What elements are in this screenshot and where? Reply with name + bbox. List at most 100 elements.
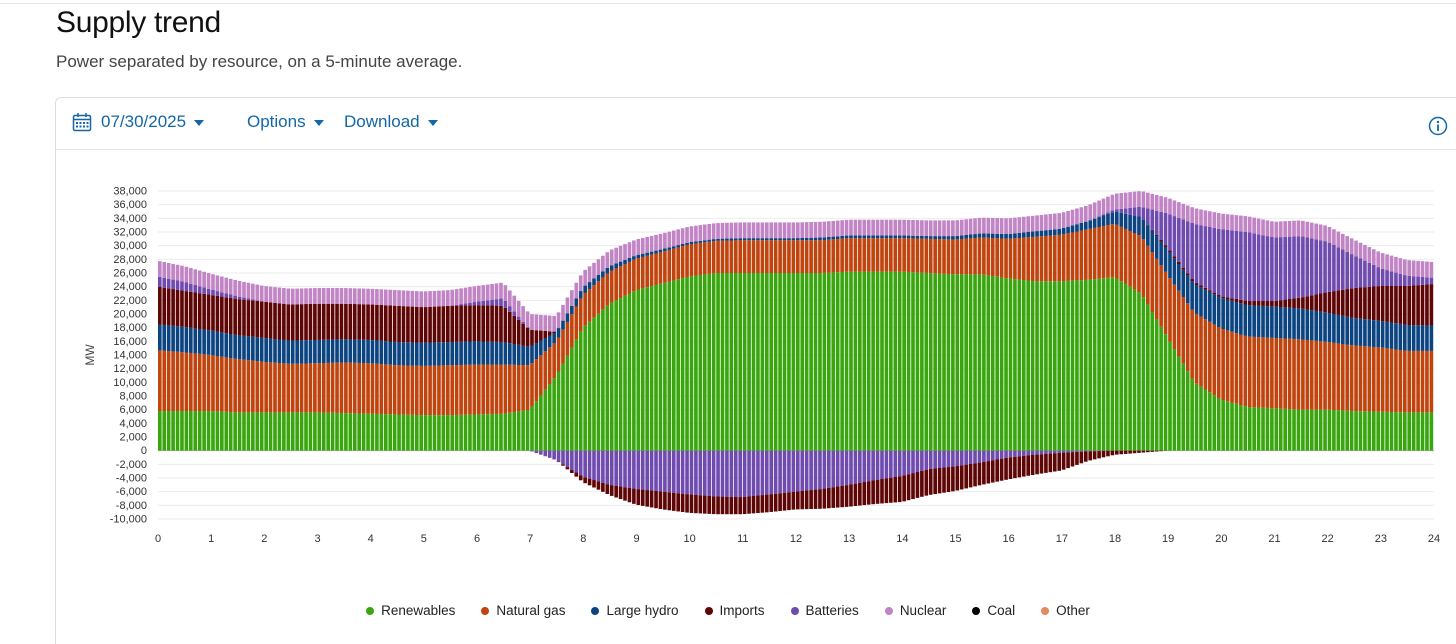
info-icon[interactable] bbox=[1428, 116, 1448, 136]
bar-segment-batteries-negative bbox=[866, 450, 871, 482]
bar-segment-nuclear bbox=[184, 266, 189, 283]
bar-segment-imports bbox=[547, 331, 552, 336]
bar-segment-large-hydro bbox=[990, 233, 995, 239]
bar-segment-imports bbox=[1221, 296, 1225, 299]
bar-segment-natural-gas bbox=[924, 238, 929, 273]
bar-segment-renewables bbox=[1132, 289, 1137, 451]
bar-segment-nuclear bbox=[481, 285, 486, 301]
bar-segment-batteries-negative bbox=[667, 450, 672, 493]
bar-segment-imports-negative bbox=[632, 488, 636, 504]
bar-segment-imports-negative bbox=[760, 495, 765, 513]
bar-segment-renewables bbox=[782, 273, 787, 451]
bar-segment-renewables bbox=[605, 305, 610, 451]
bar-segment-large-hydro bbox=[928, 236, 933, 239]
bar-segment-nuclear bbox=[680, 228, 685, 244]
bar-segment-nuclear bbox=[1177, 202, 1181, 218]
bar-segment-natural-gas bbox=[906, 238, 911, 272]
bar-segment-imports-negative bbox=[716, 496, 720, 515]
bar-segment-renewables bbox=[1106, 277, 1110, 451]
bar-segment-renewables bbox=[304, 412, 308, 451]
bar-segment-batteries bbox=[1146, 208, 1150, 225]
bar-segment-imports-negative bbox=[694, 494, 698, 514]
bar-segment-large-hydro bbox=[689, 241, 694, 245]
bar-segment-renewables bbox=[632, 291, 636, 451]
bar-segment-nuclear bbox=[618, 245, 623, 262]
bar-segment-natural-gas bbox=[392, 365, 397, 415]
bar-segment-renewables bbox=[1239, 405, 1243, 451]
bar-segment-renewables bbox=[813, 273, 818, 451]
bar-segment-nuclear bbox=[1106, 196, 1110, 213]
bar-segment-large-hydro bbox=[1385, 321, 1389, 349]
bar-segment-nuclear bbox=[937, 220, 942, 237]
bar-segment-batteries-negative bbox=[942, 450, 946, 468]
date-picker[interactable]: 07/30/2025 bbox=[72, 112, 205, 132]
bar-segment-batteries bbox=[158, 276, 162, 288]
bar-segment-imports bbox=[539, 330, 543, 341]
bar-segment-natural-gas bbox=[344, 362, 348, 414]
bar-segment-renewables bbox=[1363, 411, 1367, 451]
bar-segment-imports bbox=[1146, 224, 1150, 226]
bar-segment-batteries bbox=[1199, 225, 1203, 286]
bar-segment-batteries bbox=[463, 303, 468, 306]
bar-segment-natural-gas bbox=[530, 363, 534, 407]
bar-segment-batteries-negative bbox=[986, 450, 991, 462]
bar-segment-imports-negative bbox=[583, 477, 587, 484]
bar-segment-natural-gas bbox=[499, 364, 503, 414]
bar-segment-imports-negative bbox=[1119, 450, 1124, 455]
bar-segment-large-hydro bbox=[605, 267, 610, 274]
x-tick-label: 24 bbox=[1428, 533, 1440, 545]
bar-segment-large-hydro bbox=[1044, 230, 1048, 236]
bar-segment-imports bbox=[202, 293, 206, 330]
bar-segment-imports bbox=[379, 305, 384, 341]
bar-segment-batteries-negative bbox=[694, 450, 698, 495]
bar-segment-imports-negative bbox=[937, 467, 942, 494]
bar-segment-large-hydro bbox=[640, 253, 645, 257]
bar-segment-renewables bbox=[1230, 402, 1234, 451]
download-dropdown[interactable]: Download bbox=[344, 112, 438, 132]
legend-item-other[interactable]: Other bbox=[1041, 603, 1090, 618]
legend-item-coal[interactable]: Coal bbox=[972, 603, 1015, 618]
legend-item-nuclear[interactable]: Nuclear bbox=[884, 603, 946, 618]
bar-segment-nuclear bbox=[933, 220, 937, 237]
bar-segment-large-hydro bbox=[432, 342, 437, 366]
bar-segment-large-hydro bbox=[862, 235, 867, 239]
bar-segment-imports bbox=[242, 299, 246, 336]
bar-segment-renewables bbox=[525, 410, 530, 451]
bar-segment-nuclear bbox=[782, 222, 787, 239]
legend-item-large-hydro[interactable]: Large hydro bbox=[591, 603, 679, 618]
bar-segment-imports bbox=[1407, 285, 1412, 325]
legend-item-renewables[interactable]: Renewables bbox=[366, 603, 455, 618]
bar-segment-large-hydro bbox=[915, 235, 920, 239]
bar-segment-natural-gas bbox=[1119, 226, 1124, 282]
bar-segment-imports-negative bbox=[928, 468, 933, 495]
bar-segment-imports bbox=[233, 298, 237, 335]
bar-segment-natural-gas bbox=[401, 365, 406, 415]
bar-segment-large-hydro bbox=[508, 343, 512, 365]
bar-segment-nuclear bbox=[1389, 255, 1394, 272]
bar-segment-imports bbox=[397, 305, 401, 343]
bar-segment-natural-gas bbox=[1287, 338, 1292, 410]
bar-segment-large-hydro bbox=[1154, 236, 1159, 259]
bar-segment-renewables bbox=[1367, 411, 1372, 451]
legend-item-batteries[interactable]: Batteries bbox=[790, 603, 859, 618]
options-dropdown[interactable]: Options bbox=[247, 112, 324, 132]
bar-segment-renewables bbox=[915, 272, 920, 451]
bar-segment-imports-negative bbox=[1132, 450, 1137, 454]
bar-segment-nuclear bbox=[1314, 223, 1319, 240]
bar-segment-nuclear bbox=[1296, 220, 1301, 237]
bar-segment-large-hydro bbox=[175, 326, 180, 352]
bar-segment-renewables bbox=[733, 273, 738, 451]
bar-segment-large-hydro bbox=[330, 339, 335, 363]
legend-item-imports[interactable]: Imports bbox=[704, 603, 765, 618]
bar-segment-imports-negative bbox=[587, 478, 592, 486]
legend-item-natural-gas[interactable]: Natural gas bbox=[481, 603, 565, 618]
bar-segment-natural-gas bbox=[437, 365, 441, 416]
bar-segment-nuclear bbox=[964, 219, 968, 235]
bar-segment-nuclear bbox=[601, 255, 605, 272]
bar-segment-nuclear bbox=[1039, 214, 1044, 231]
bar-segment-imports bbox=[1332, 291, 1336, 314]
bar-segment-renewables bbox=[521, 410, 525, 451]
bar-segment-nuclear bbox=[649, 235, 654, 252]
bar-segment-renewables bbox=[875, 271, 880, 451]
bar-segment-nuclear bbox=[242, 281, 246, 298]
